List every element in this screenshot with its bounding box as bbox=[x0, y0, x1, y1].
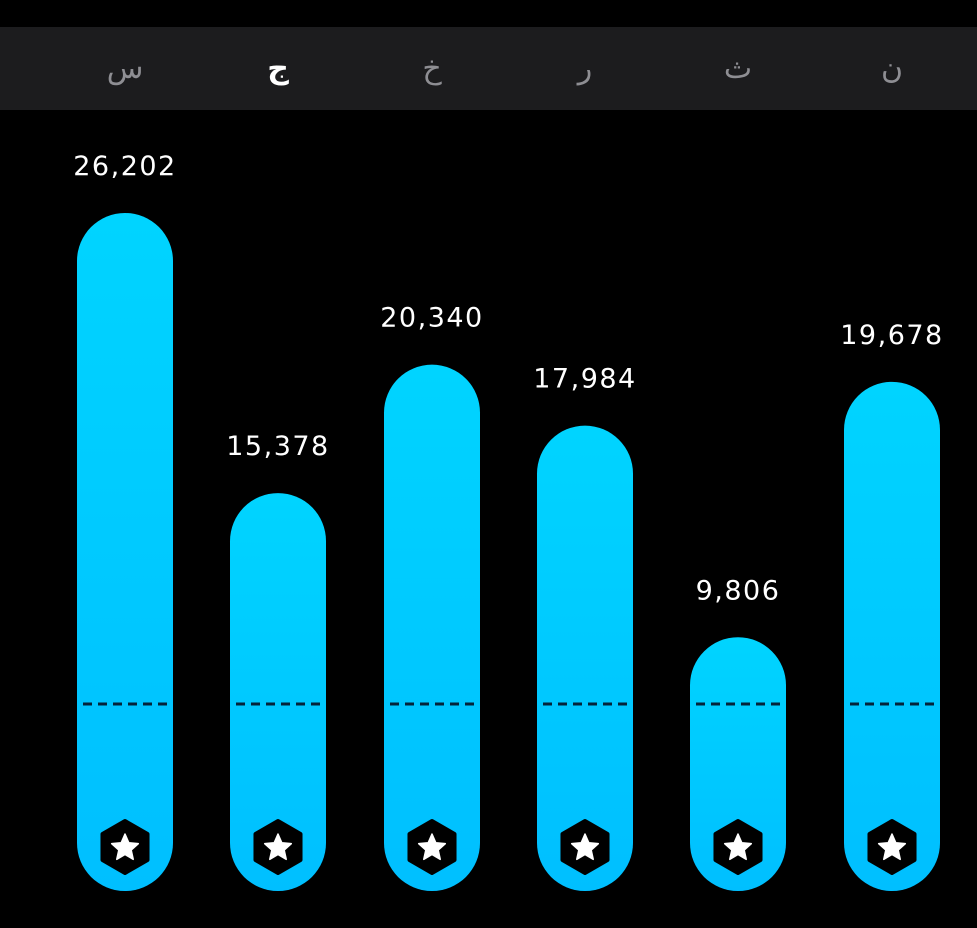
star-badge-icon bbox=[713, 819, 763, 875]
bar-group-2[interactable]: 15,378 bbox=[226, 431, 329, 891]
day-tab-3[interactable]: خ bbox=[422, 51, 442, 86]
bar-group-6[interactable]: 19,678 bbox=[840, 320, 943, 891]
day-selector-strip: س ج خ ر ث ن bbox=[0, 27, 977, 110]
star-badge-icon bbox=[867, 819, 917, 875]
bar-group-3[interactable]: 20,340 bbox=[380, 303, 483, 891]
bar-4[interactable] bbox=[537, 425, 633, 891]
bar-3[interactable] bbox=[384, 364, 480, 891]
day-tab-2[interactable]: ج bbox=[267, 51, 289, 86]
bar-value-label-6: 19,678 bbox=[840, 320, 943, 351]
bar-2[interactable] bbox=[230, 493, 326, 891]
star-badge-icon bbox=[100, 819, 150, 875]
bar-value-label-1: 26,202 bbox=[73, 151, 176, 182]
bar-group-4[interactable]: 17,984 bbox=[533, 364, 636, 891]
day-tab-6[interactable]: ن bbox=[880, 51, 904, 86]
bar-value-label-4: 17,984 bbox=[533, 364, 636, 395]
bar-group-5[interactable]: 9,806 bbox=[690, 575, 786, 891]
bar-5[interactable] bbox=[690, 637, 786, 891]
bar-value-label-3: 20,340 bbox=[380, 303, 483, 334]
bar-value-label-2: 15,378 bbox=[226, 431, 329, 462]
day-tab-1[interactable]: س bbox=[106, 51, 144, 86]
day-tab-4[interactable]: ر bbox=[577, 51, 593, 86]
bar-group-1[interactable]: 26,202 bbox=[73, 151, 176, 891]
bar-1[interactable] bbox=[77, 213, 173, 891]
star-badge-icon bbox=[560, 819, 610, 875]
bar-6[interactable] bbox=[844, 381, 940, 891]
star-badge-icon bbox=[253, 819, 303, 875]
star-badge-icon bbox=[407, 819, 457, 875]
bar-value-label-5: 9,806 bbox=[696, 575, 781, 606]
day-tab-5[interactable]: ث bbox=[723, 51, 753, 86]
